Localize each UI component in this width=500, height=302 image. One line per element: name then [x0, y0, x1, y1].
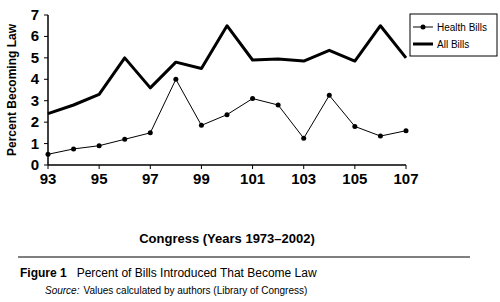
- legend-marker: [421, 25, 426, 30]
- series-point: [71, 146, 76, 151]
- x-tick-label: 103: [291, 170, 316, 187]
- y-tick-label: 7: [31, 6, 39, 23]
- series-point: [250, 96, 255, 101]
- series-point: [148, 130, 153, 135]
- source: Source:Values calculated by authors (Lib…: [45, 285, 307, 296]
- series-point: [352, 124, 357, 129]
- series-point: [327, 93, 332, 98]
- y-tick-label: 3: [31, 92, 39, 109]
- legend-swatch: [413, 43, 433, 46]
- y-tick: [44, 143, 48, 144]
- y-axis-label: Percent Becoming Law: [5, 23, 19, 156]
- x-tick: [150, 165, 151, 169]
- x-tick-label: 95: [91, 170, 108, 187]
- y-tick: [44, 15, 48, 16]
- series-point: [378, 134, 383, 139]
- x-tick-label: 97: [142, 170, 159, 187]
- series-point: [97, 143, 102, 148]
- caption-rule: [18, 257, 470, 258]
- x-tick: [303, 165, 304, 169]
- series-point: [122, 137, 127, 142]
- y-tick: [44, 122, 48, 123]
- x-tick-label: 101: [240, 170, 265, 187]
- x-tick-label: 99: [193, 170, 210, 187]
- title: Percent of Bills Introduced That Become …: [77, 266, 317, 280]
- x-tick: [201, 165, 202, 169]
- y-tick-label: 1: [31, 135, 39, 152]
- x-tick: [99, 165, 100, 169]
- series-point: [225, 112, 230, 117]
- y-tick-label: 4: [31, 70, 40, 87]
- x-tick-label: 107: [393, 170, 418, 187]
- series-point: [173, 77, 178, 82]
- legend: Health Bills All Bills: [410, 14, 497, 56]
- figure-label: Figure 1: [20, 266, 67, 280]
- legend-box: [410, 14, 497, 56]
- y-tick: [44, 57, 48, 58]
- legend-label: Health Bills: [437, 22, 487, 33]
- x-tick: [48, 165, 49, 169]
- y-tick: [44, 100, 48, 101]
- y-axis: [47, 15, 49, 165]
- source-text: Values calculated by authors (Library of…: [83, 285, 307, 296]
- legend-label: All Bills: [437, 39, 469, 50]
- series-point: [199, 123, 204, 128]
- series-point: [301, 136, 306, 141]
- y-tick: [44, 79, 48, 80]
- series-line: [48, 26, 406, 114]
- y-tick: [44, 36, 48, 37]
- x-tick-label: 93: [40, 170, 57, 187]
- x-tick: [406, 165, 407, 169]
- y-tick-label: 5: [31, 49, 39, 66]
- y-tick-label: 0: [31, 156, 39, 173]
- x-tick: [252, 165, 253, 169]
- caption: Figure 1 Percent of Bills Introduced That…: [20, 266, 317, 280]
- y-tick-label: 6: [31, 27, 39, 44]
- source-label: Source:: [45, 285, 80, 296]
- series-group: [46, 26, 409, 157]
- series-point: [276, 103, 281, 108]
- y-tick: [44, 165, 48, 166]
- x-axis: [48, 164, 406, 166]
- x-tick-label: 105: [342, 170, 367, 187]
- series-point: [404, 128, 409, 133]
- chart: 0 1 2 3 4 5 6 7 93 95 97 99 101 103 105 107 Percent Beco…: [0, 0, 500, 302]
- y-tick-label: 2: [31, 113, 39, 130]
- x-tick: [354, 165, 355, 169]
- series-point: [46, 152, 51, 157]
- x-axis-label: Congress (Years 1973–2002): [139, 231, 315, 246]
